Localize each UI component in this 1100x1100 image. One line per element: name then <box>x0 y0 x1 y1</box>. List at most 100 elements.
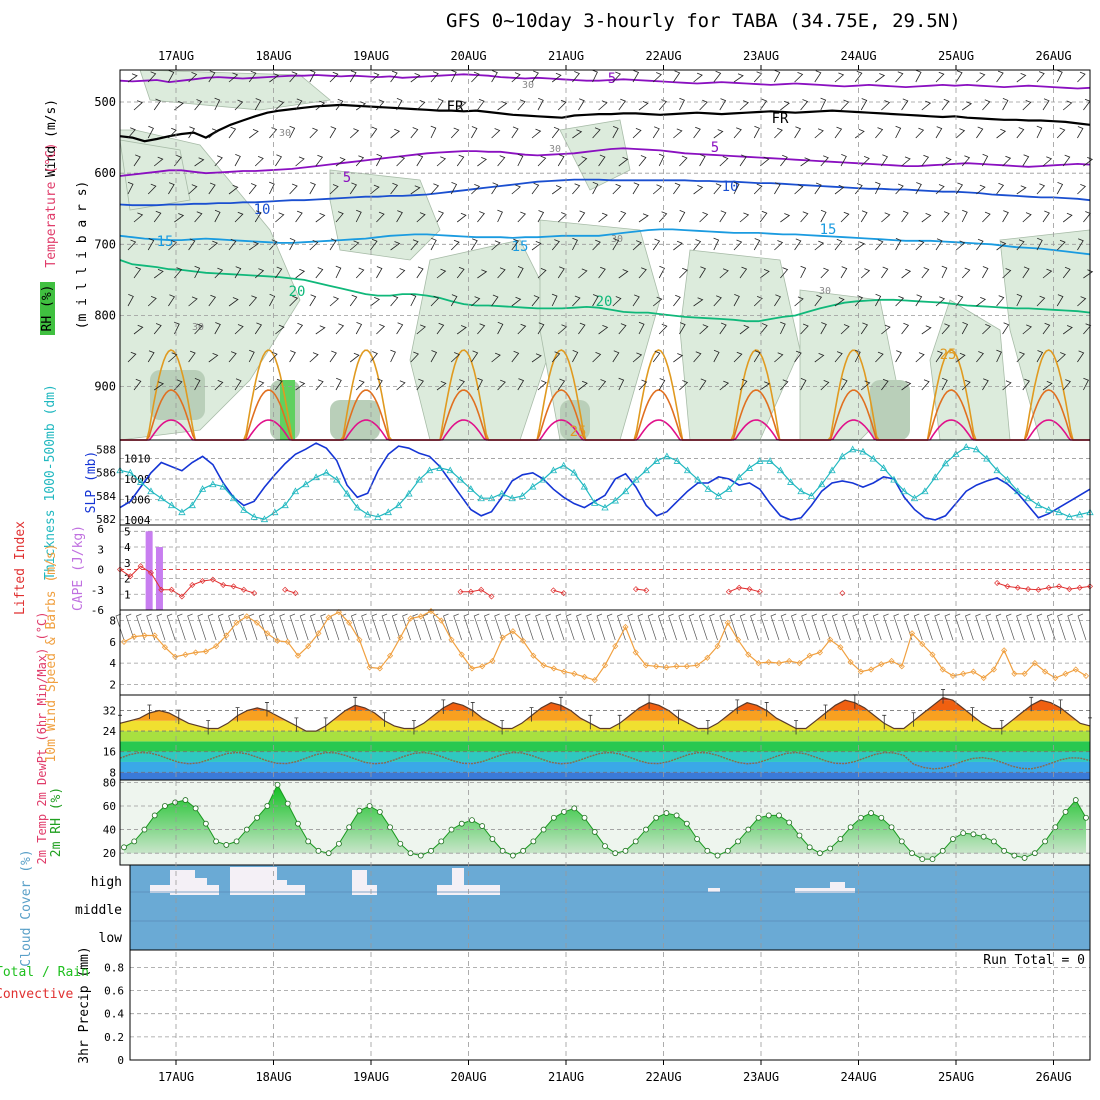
wind10m-barb <box>422 613 432 641</box>
wind-barb <box>652 296 663 307</box>
wind10m-point <box>550 665 557 672</box>
wind-barb <box>673 182 681 195</box>
lifted-index-point <box>251 590 258 597</box>
wind-barb <box>309 240 319 251</box>
lifted-cape-panel: 6 3 0 -3 -6 1 2 3 4 5 <box>91 523 1093 617</box>
wind-barb <box>673 240 683 251</box>
wind-barb <box>194 323 203 335</box>
wind-barb <box>719 156 729 167</box>
wind-barb <box>436 381 447 391</box>
precip-tick-label: 0.6 <box>104 985 124 998</box>
rh2m-point <box>581 814 588 821</box>
wind-barb <box>269 239 278 251</box>
wind-barb <box>295 156 305 167</box>
thickness-point <box>869 454 877 462</box>
wind-barb <box>739 100 749 111</box>
wind10m-tick-label: 4 <box>109 657 116 670</box>
wind10m-barb <box>483 613 493 641</box>
wind-barb <box>1056 127 1066 139</box>
wind-barb <box>901 210 909 223</box>
isotherm-line <box>119 259 1091 323</box>
lifted-index-line <box>460 589 492 597</box>
cloud-high-layer <box>437 885 452 895</box>
date-label-top: 17AUG <box>158 49 194 63</box>
wind-barb <box>174 100 184 111</box>
rh2m-point <box>274 781 281 788</box>
wind-barb <box>592 181 599 195</box>
wind-barb <box>376 266 383 279</box>
temp-color-band <box>120 772 1090 780</box>
panel-frame <box>119 609 1091 696</box>
thickness-point <box>745 464 754 471</box>
wind10m-point <box>612 643 619 650</box>
wind-barb <box>309 294 317 307</box>
thickness-point <box>1076 510 1084 518</box>
rh2m-point <box>837 836 844 842</box>
wind10m-barb <box>402 613 411 641</box>
contour-label: 20 <box>596 294 613 310</box>
cloud-high-layer <box>287 885 305 895</box>
thickness-point <box>983 454 991 462</box>
wind10m-barb <box>801 613 811 641</box>
wind-barb <box>739 154 747 167</box>
wind-barb <box>370 351 378 363</box>
thickness-point <box>859 447 867 455</box>
wind-barb <box>1036 237 1043 251</box>
rh-shade-area <box>679 249 801 441</box>
wind-barb <box>269 181 275 195</box>
wind-barb <box>658 211 668 223</box>
rh2m-point <box>520 847 527 854</box>
wind-barb <box>497 101 508 111</box>
wind10m-point <box>468 665 476 672</box>
wind10m-barb <box>596 613 606 641</box>
wind-barb <box>1002 380 1012 391</box>
rh2m-point <box>653 814 660 821</box>
wind10m-point <box>908 630 916 637</box>
wind-barb <box>390 241 401 251</box>
wind10m-barb <box>903 613 913 641</box>
wind-barb <box>941 265 948 279</box>
rh2m-point <box>550 814 557 821</box>
wind-barb <box>673 294 681 307</box>
wind-barb <box>800 99 809 111</box>
thickness-point <box>322 468 331 476</box>
wind10m-barb <box>555 613 565 641</box>
wind10m-barb <box>964 613 974 641</box>
lifted-index-point <box>147 569 154 576</box>
slp-tick-label: 1010 <box>124 452 151 465</box>
wind-barb <box>618 98 626 111</box>
temp-minmax-bar <box>441 699 446 714</box>
wind10m-barb <box>944 613 954 641</box>
thickness-point <box>312 473 320 481</box>
wind-barb <box>289 295 299 307</box>
wind10m-barb <box>330 613 340 641</box>
rh2m-point <box>458 820 465 827</box>
rh2m-point <box>724 847 731 854</box>
wind-barb <box>598 325 609 335</box>
wind-barb <box>430 350 438 363</box>
wind-barb <box>1016 351 1025 363</box>
wind10m-barb <box>310 613 319 641</box>
cape-tick-label: 3 <box>124 557 131 570</box>
wind10m-barb <box>412 613 422 641</box>
wind-barb <box>537 380 547 391</box>
wind10m-barb <box>156 613 166 641</box>
rh2m-tick-label: 60 <box>103 800 116 813</box>
wind-barb <box>881 378 889 391</box>
wind-barb <box>632 240 642 251</box>
wind-barb <box>820 209 827 223</box>
wind-barb <box>188 350 196 363</box>
wind10m-barb <box>453 613 463 641</box>
wind-barb <box>390 182 399 195</box>
wind-barb <box>941 157 952 167</box>
rh-contour-label: 30 <box>611 234 623 245</box>
wind-barb <box>1056 182 1064 195</box>
wind-barb <box>557 266 565 279</box>
thickness-point <box>198 485 207 492</box>
rh2m-point <box>376 808 383 815</box>
wind-barb <box>396 322 404 335</box>
wind-barb <box>289 125 296 139</box>
wind-barb <box>335 377 342 391</box>
rh2m-point <box>950 836 956 842</box>
wind-barb <box>753 183 763 195</box>
